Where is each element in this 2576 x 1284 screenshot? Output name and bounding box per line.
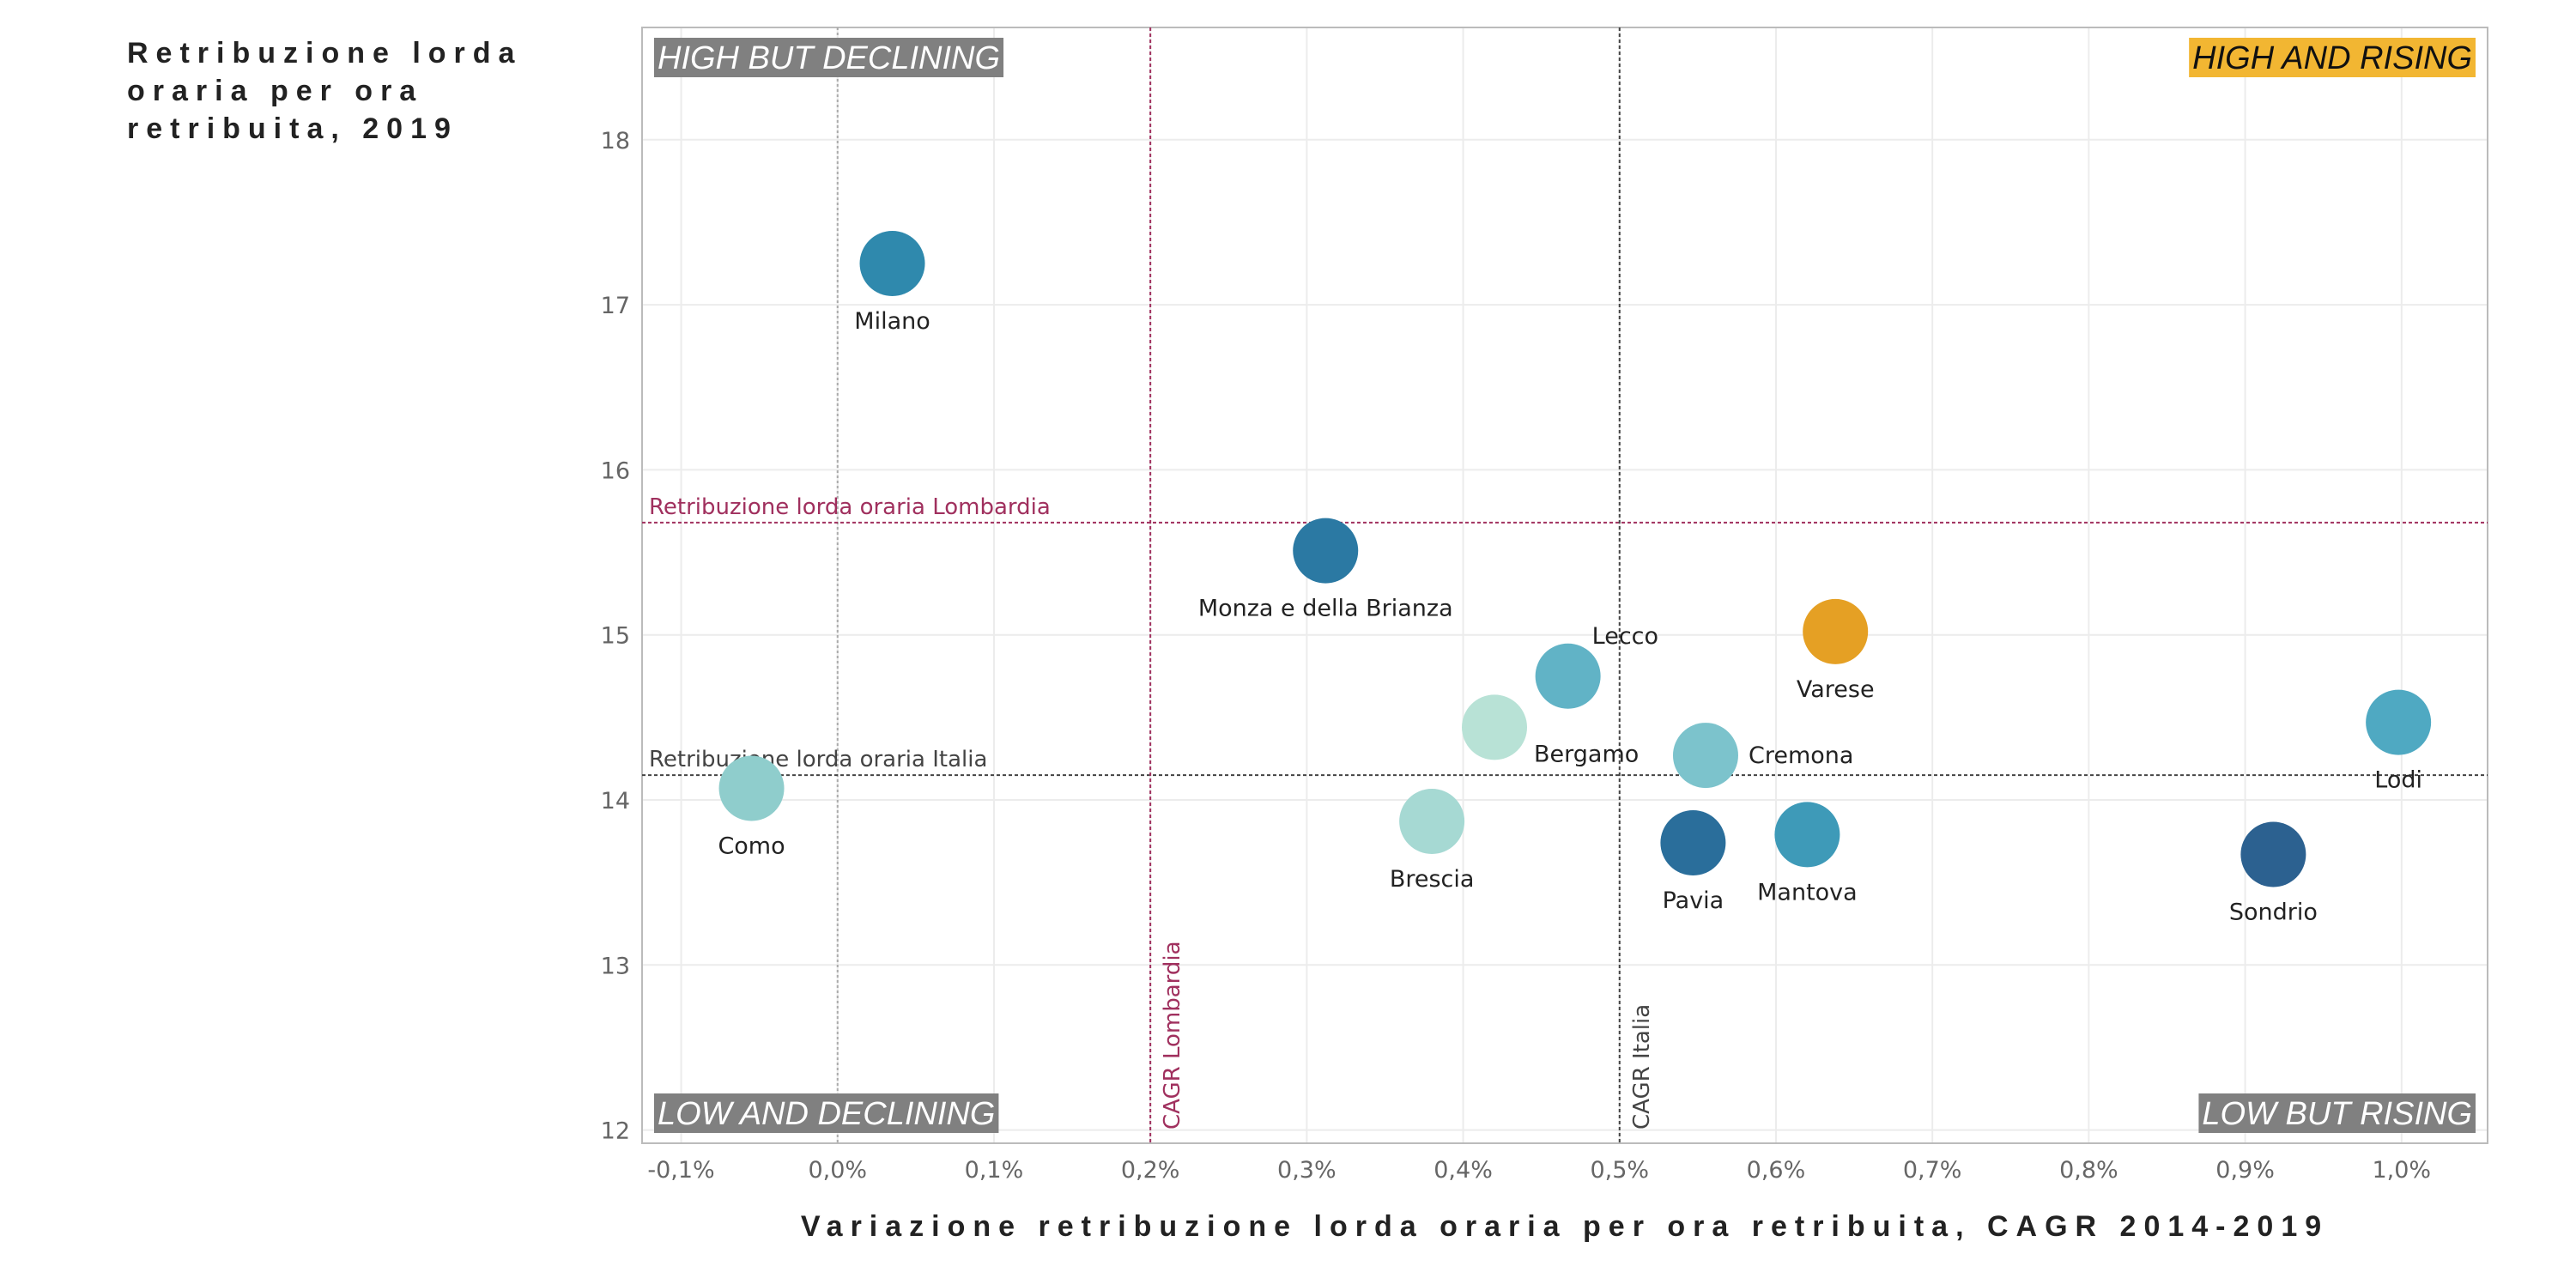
x-tick-label: 0,2%: [1121, 1157, 1180, 1184]
data-point-cremona[interactable]: Cremona: [1672, 723, 1853, 789]
x-axis-title: Variazione retribuzione lorda oraria per…: [800, 1210, 2330, 1243]
point-marker[interactable]: [1293, 518, 1359, 584]
point-marker[interactable]: [2366, 689, 2432, 755]
point-marker[interactable]: [1462, 694, 1528, 760]
point-label: Brescia: [1390, 866, 1475, 893]
point-marker[interactable]: [718, 755, 785, 821]
data-point-lecco[interactable]: Lecco: [1535, 623, 1658, 709]
point-marker[interactable]: [1535, 643, 1601, 709]
x-tick-label: 0,3%: [1277, 1157, 1336, 1184]
y-tick-label: 18: [601, 128, 630, 154]
svg-text:HIGH AND RISING: HIGH AND RISING: [2192, 40, 2472, 76]
y-tick-label: 13: [601, 953, 630, 979]
quadrant-label-bg: [654, 1093, 999, 1133]
svg-text:LOW AND DECLINING: LOW AND DECLINING: [658, 1096, 995, 1132]
point-label: Lecco: [1592, 623, 1658, 650]
data-point-lodi[interactable]: Lodi: [2366, 689, 2432, 794]
data-point-brescia[interactable]: Brescia: [1390, 789, 1475, 893]
data-points: Milano Monza e della Brianza Lecco Bergamo V…: [718, 231, 2432, 925]
grid-lines: [642, 27, 2488, 1143]
y-tick-label: 15: [601, 623, 630, 650]
x-tick-label: 0,6%: [1747, 1157, 1806, 1184]
quadrant-label-bottom-right: LOW BUT RISING: [2198, 1093, 2476, 1133]
quadrant-label-bottom-left: LOW AND DECLINING: [654, 1093, 999, 1133]
chart-title: Retribuzione lorda oraria per ora retrib…: [127, 37, 523, 145]
x-tick-label: 0,4%: [1433, 1157, 1493, 1184]
quadrant-label-bg: [2198, 1093, 2476, 1133]
x-tick-label: 0,5%: [1590, 1157, 1649, 1184]
point-label: Varese: [1797, 676, 1875, 703]
svg-text:HIGH BUT DECLINING: HIGH BUT DECLINING: [658, 40, 1000, 76]
reference-line-label: CAGR Italia: [1629, 1004, 1655, 1130]
reference-line-label: Retribuzione lorda oraria Lombardia: [649, 494, 1051, 520]
data-point-como[interactable]: Como: [718, 755, 785, 860]
point-marker[interactable]: [1672, 723, 1738, 789]
point-label: Lodi: [2374, 767, 2422, 794]
point-label: Mantova: [1757, 879, 1858, 905]
data-point-varese[interactable]: Varese: [1797, 598, 1875, 703]
quadrant-label-bg: [2189, 38, 2476, 77]
data-point-pavia[interactable]: Pavia: [1660, 810, 1726, 914]
point-label: Cremona: [1749, 742, 1853, 769]
quadrant-labels: HIGH BUT DECLINING HIGH AND RISING LOW AND…: [654, 38, 2476, 1133]
x-tick-label: 1,0%: [2372, 1157, 2431, 1184]
quadrant-label-top-right: HIGH AND RISING: [2189, 38, 2476, 77]
point-marker[interactable]: [1399, 789, 1465, 854]
reference-lines: Retribuzione lorda oraria Lombardia Retri…: [642, 27, 2488, 1143]
y-tick-label: 17: [601, 293, 630, 319]
point-label: Pavia: [1663, 887, 1724, 914]
x-tick-label: 0,1%: [965, 1157, 1024, 1184]
point-marker[interactable]: [2240, 821, 2306, 887]
data-point-bergamo[interactable]: Bergamo: [1462, 694, 1639, 767]
y-tick-label: 14: [601, 788, 630, 815]
data-point-milano[interactable]: Milano: [854, 231, 930, 335]
y-axis-ticks: 12 13 14 15 16 17 18: [601, 128, 630, 1145]
data-point-sondrio[interactable]: Sondrio: [2229, 821, 2318, 925]
plot-frame: [641, 27, 2488, 1144]
data-point-monza-e-della-brianza[interactable]: Monza e della Brianza: [1198, 518, 1453, 622]
svg-text:LOW BUT RISING: LOW BUT RISING: [2202, 1096, 2472, 1132]
point-label: Milano: [854, 308, 930, 335]
point-marker[interactable]: [1803, 598, 1869, 664]
x-tick-label: 0,8%: [2059, 1157, 2118, 1184]
x-tick-label: 0,9%: [2215, 1157, 2275, 1184]
quadrant-label-top-left: HIGH BUT DECLINING: [654, 38, 1004, 77]
x-tick-label: 0,7%: [1903, 1157, 1962, 1184]
reference-line-label: CAGR Lombardia: [1160, 941, 1185, 1130]
point-marker[interactable]: [1660, 810, 1726, 875]
x-tick-label: 0,0%: [808, 1157, 867, 1184]
data-point-mantova[interactable]: Mantova: [1757, 802, 1858, 905]
point-label: Como: [718, 833, 785, 860]
point-label: Sondrio: [2229, 899, 2318, 925]
point-marker[interactable]: [1774, 802, 1840, 868]
y-tick-label: 16: [601, 457, 630, 484]
point-label: Bergamo: [1534, 741, 1639, 767]
x-tick-label: -0,1%: [647, 1157, 714, 1184]
reference-line-label: Retribuzione lorda oraria Italia: [649, 747, 987, 772]
quadrant-label-bg: [654, 38, 1004, 77]
point-label: Monza e della Brianza: [1198, 596, 1453, 622]
point-marker[interactable]: [859, 231, 925, 296]
x-axis-ticks: -0,1% 0,0% 0,1% 0,2% 0,3% 0,4% 0,5% 0,6% 0,7% 0,8…: [647, 1157, 2431, 1184]
y-tick-label: 12: [601, 1118, 630, 1145]
